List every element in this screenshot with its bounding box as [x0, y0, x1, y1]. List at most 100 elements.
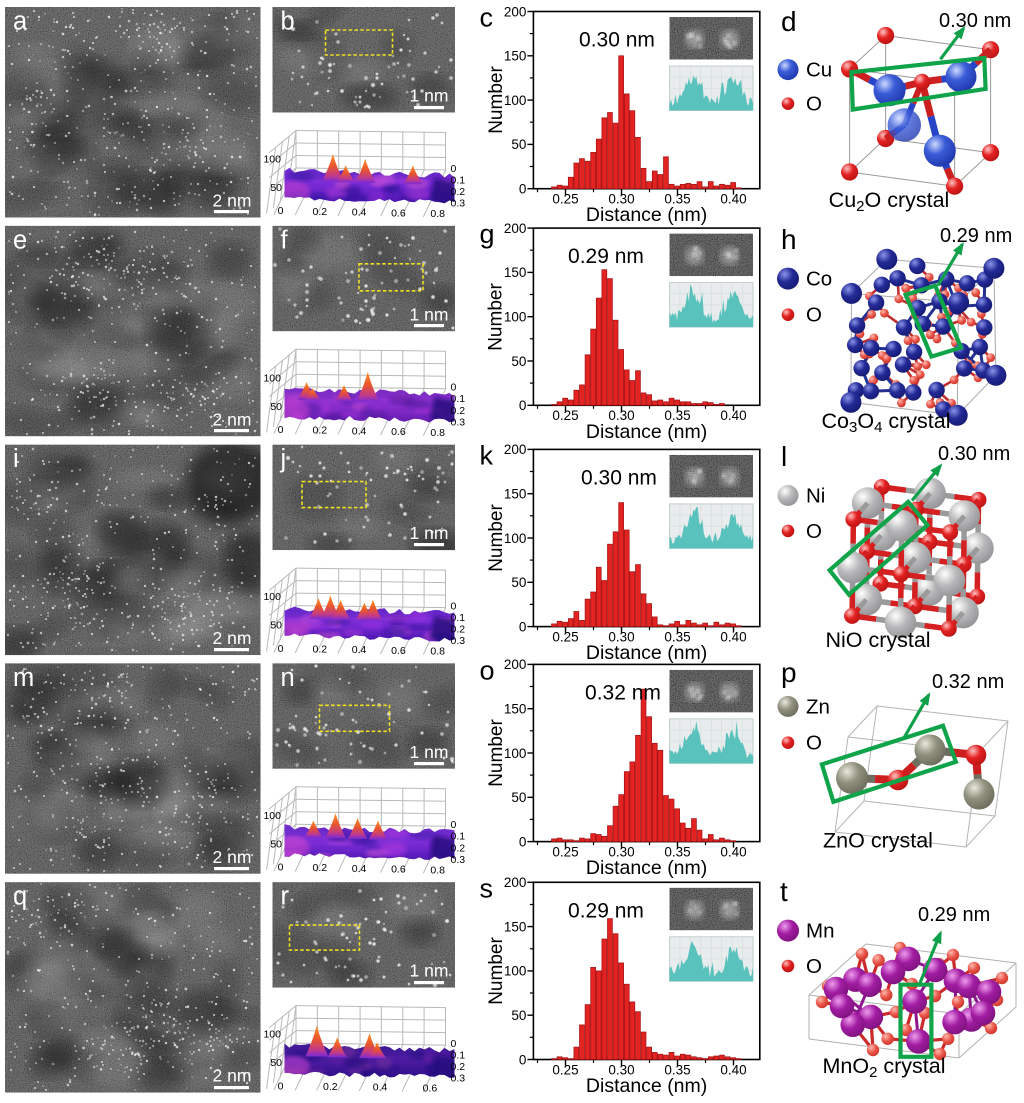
svg-text:0.32 nm: 0.32 nm: [932, 671, 1004, 693]
svg-text:100: 100: [263, 154, 281, 166]
svg-text:0.3: 0.3: [451, 854, 466, 866]
svg-text:50: 50: [270, 838, 282, 850]
svg-text:c: c: [480, 3, 494, 33]
svg-text:2 nm: 2 nm: [213, 847, 252, 867]
svg-text:Ni: Ni: [806, 484, 825, 507]
svg-text:j: j: [280, 445, 287, 473]
svg-text:100: 100: [504, 310, 527, 325]
svg-text:0.30 nm: 0.30 nm: [579, 29, 655, 52]
svg-text:0: 0: [519, 398, 527, 413]
svg-text:Distance (nm): Distance (nm): [586, 204, 707, 226]
svg-text:0.2: 0.2: [451, 186, 466, 198]
svg-text:Distance (nm): Distance (nm): [586, 1075, 707, 1097]
svg-text:0.40: 0.40: [720, 408, 746, 423]
svg-text:0.3: 0.3: [451, 416, 466, 428]
svg-text:0.8: 0.8: [430, 864, 445, 876]
svg-text:Zn: Zn: [806, 695, 830, 718]
svg-text:50: 50: [511, 790, 526, 805]
svg-text:150: 150: [504, 702, 527, 717]
svg-text:0.1: 0.1: [451, 393, 466, 405]
svg-text:0.30 nm: 0.30 nm: [939, 10, 1011, 32]
svg-text:200: 200: [504, 221, 527, 236]
svg-text:200: 200: [504, 657, 527, 672]
svg-text:0: 0: [519, 1052, 527, 1067]
svg-text:2 nm: 2 nm: [213, 409, 252, 429]
svg-text:0.1: 0.1: [451, 1050, 466, 1062]
svg-text:50: 50: [270, 620, 282, 632]
svg-text:0.2: 0.2: [451, 624, 466, 636]
svg-text:0.25: 0.25: [552, 192, 578, 207]
svg-text:50: 50: [270, 182, 282, 194]
svg-text:50: 50: [511, 137, 526, 152]
svg-text:Number: Number: [486, 504, 507, 572]
svg-text:200: 200: [504, 875, 527, 890]
svg-text:0.2: 0.2: [312, 862, 327, 874]
svg-text:0: 0: [519, 834, 527, 849]
svg-text:50: 50: [511, 354, 526, 369]
svg-text:0.4: 0.4: [352, 863, 367, 875]
svg-text:100: 100: [263, 1029, 281, 1041]
svg-text:Co3O4 crystal: Co3O4 crystal: [822, 409, 951, 436]
svg-text:Distance (nm): Distance (nm): [586, 421, 707, 443]
svg-text:Co: Co: [806, 268, 832, 291]
svg-text:h: h: [781, 224, 797, 255]
svg-text:a: a: [13, 8, 28, 36]
svg-text:0.29 nm: 0.29 nm: [940, 225, 1012, 247]
svg-text:0.6: 0.6: [391, 645, 406, 657]
svg-text:2 nm: 2 nm: [213, 628, 252, 648]
svg-text:0.2: 0.2: [451, 405, 466, 417]
svg-text:f: f: [281, 226, 289, 254]
svg-text:l: l: [781, 441, 787, 472]
svg-text:s: s: [480, 873, 494, 903]
svg-text:0.40: 0.40: [720, 1062, 746, 1077]
svg-text:O: O: [806, 955, 822, 978]
svg-text:Cu: Cu: [806, 59, 832, 82]
svg-text:O: O: [806, 520, 822, 543]
svg-text:O: O: [806, 304, 822, 327]
svg-text:Number: Number: [486, 937, 507, 1005]
svg-text:0.25: 0.25: [552, 844, 578, 859]
svg-text:0: 0: [278, 643, 284, 655]
svg-text:50: 50: [511, 1008, 526, 1023]
svg-text:o: o: [480, 655, 495, 685]
svg-text:2 nm: 2 nm: [213, 1066, 252, 1086]
svg-text:0: 0: [451, 382, 457, 394]
svg-text:0: 0: [519, 182, 527, 197]
svg-text:0: 0: [278, 205, 284, 217]
svg-text:0: 0: [278, 862, 284, 874]
svg-text:0: 0: [278, 424, 284, 436]
svg-text:200: 200: [504, 4, 527, 19]
svg-text:100: 100: [263, 591, 281, 603]
svg-text:Distance (nm): Distance (nm): [586, 642, 707, 664]
svg-text:0.40: 0.40: [720, 844, 746, 859]
svg-text:0.40: 0.40: [720, 192, 746, 207]
svg-text:0.6: 0.6: [423, 1082, 438, 1094]
svg-text:O: O: [806, 732, 822, 755]
svg-text:0.3: 0.3: [451, 198, 466, 210]
svg-text:0.2: 0.2: [312, 425, 327, 437]
svg-text:0.1: 0.1: [451, 174, 466, 186]
svg-text:Number: Number: [486, 66, 507, 134]
svg-text:n: n: [281, 664, 295, 692]
svg-text:0: 0: [519, 619, 527, 634]
svg-text:0: 0: [451, 600, 457, 612]
svg-text:0.25: 0.25: [552, 629, 578, 644]
svg-text:0.32 nm: 0.32 nm: [585, 681, 661, 704]
svg-text:m: m: [13, 664, 34, 692]
svg-text:0.2: 0.2: [323, 1081, 338, 1093]
svg-text:0.8: 0.8: [430, 646, 445, 658]
svg-text:Number: Number: [486, 283, 507, 351]
svg-text:O: O: [806, 93, 822, 116]
svg-text:Mn: Mn: [806, 920, 834, 943]
svg-text:200: 200: [504, 442, 527, 457]
svg-text:k: k: [480, 440, 494, 470]
svg-text:150: 150: [504, 265, 527, 280]
svg-text:100: 100: [263, 372, 281, 384]
svg-text:0.2: 0.2: [312, 644, 327, 656]
svg-text:p: p: [781, 657, 797, 688]
svg-text:0.1: 0.1: [451, 612, 466, 624]
svg-text:0: 0: [451, 1038, 457, 1050]
svg-text:0.40: 0.40: [720, 629, 746, 644]
svg-text:0.3: 0.3: [451, 635, 466, 647]
svg-text:0.25: 0.25: [552, 408, 578, 423]
